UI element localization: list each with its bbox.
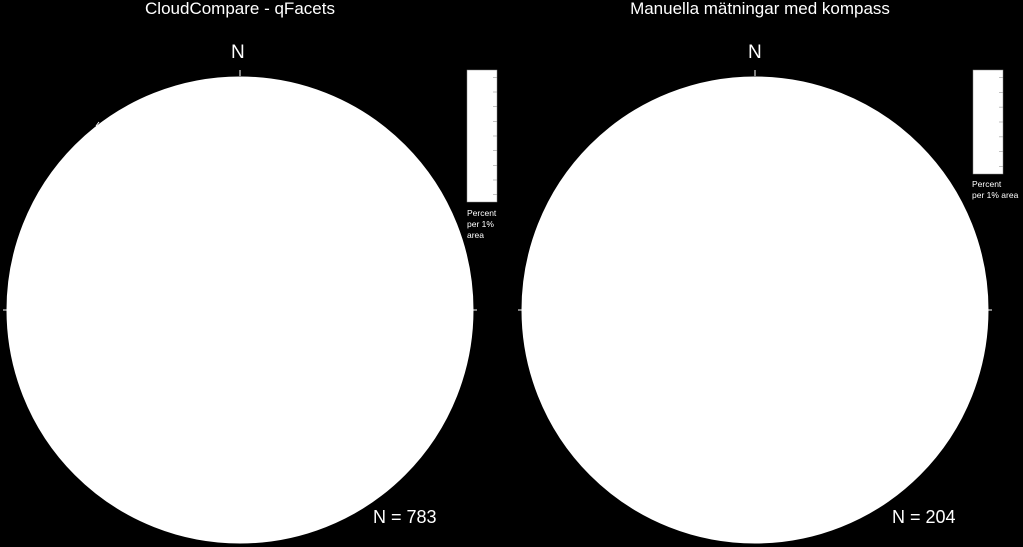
count-label: N = 204 bbox=[892, 507, 956, 527]
stereonet-right: 14 12 10 8 6 4 2 bbox=[518, 69, 1004, 544]
legend-bar bbox=[466, 69, 498, 203]
legend-tick-label: 2 bbox=[475, 190, 480, 200]
legend-tick-label: 14 bbox=[475, 102, 485, 112]
stereonet-left: 18 16 14 12 10 8 6 4 2 bbox=[3, 69, 498, 544]
legend-caption-line2: per 1% area bbox=[467, 219, 494, 240]
legend-tick-label: 4 bbox=[475, 175, 480, 185]
legend-caption-line1: Percent bbox=[467, 208, 497, 218]
stereonet-circle bbox=[521, 76, 989, 544]
stereonet-panel-left: CloudCompare - qFacets N 18 16 14 12 10 8 6 4 2 … bbox=[0, 0, 511, 547]
plot-title: Manuella mätningar med kompass bbox=[630, 0, 890, 18]
north-label: N bbox=[231, 42, 245, 63]
legend-tick-label: 16 bbox=[475, 87, 485, 97]
legend-caption-line1: Percent bbox=[972, 179, 1002, 189]
legend-tick-label: 10 bbox=[981, 102, 991, 112]
legend-bar bbox=[972, 69, 1004, 175]
legend-tick-label: 8 bbox=[981, 117, 986, 127]
legend-tick-label: 4 bbox=[981, 147, 986, 157]
legend-caption-line2: per 1% area bbox=[972, 190, 1019, 200]
legend-tick-label: 12 bbox=[981, 87, 991, 97]
legend-colorbar: 18 16 14 12 10 8 6 4 2 bbox=[466, 69, 498, 203]
legend-colorbar: 14 12 10 8 6 4 2 bbox=[972, 69, 1004, 175]
legend-tick-label: 8 bbox=[475, 146, 480, 156]
legend-tick-label: 12 bbox=[475, 116, 485, 126]
legend-tick-label: 14 bbox=[981, 72, 991, 82]
legend-caption: Percent per 1% area bbox=[972, 179, 1018, 201]
count-label: N = 783 bbox=[373, 507, 437, 527]
legend-caption: Percent per 1% area bbox=[467, 208, 511, 241]
legend-tick-label: 10 bbox=[475, 131, 485, 141]
legend-tick-label: 18 bbox=[475, 72, 485, 82]
north-label: N bbox=[748, 42, 762, 63]
legend-tick-label: 2 bbox=[981, 162, 986, 172]
legend-tick-label: 6 bbox=[981, 132, 986, 142]
stereonet-circle bbox=[6, 76, 474, 544]
tick-nw bbox=[95, 121, 100, 127]
plot-title: CloudCompare - qFacets bbox=[145, 0, 335, 18]
stereonet-panel-right: Manuella mätningar med kompass N 14 12 10 8… bbox=[512, 0, 1023, 547]
legend-tick-label: 6 bbox=[475, 160, 480, 170]
